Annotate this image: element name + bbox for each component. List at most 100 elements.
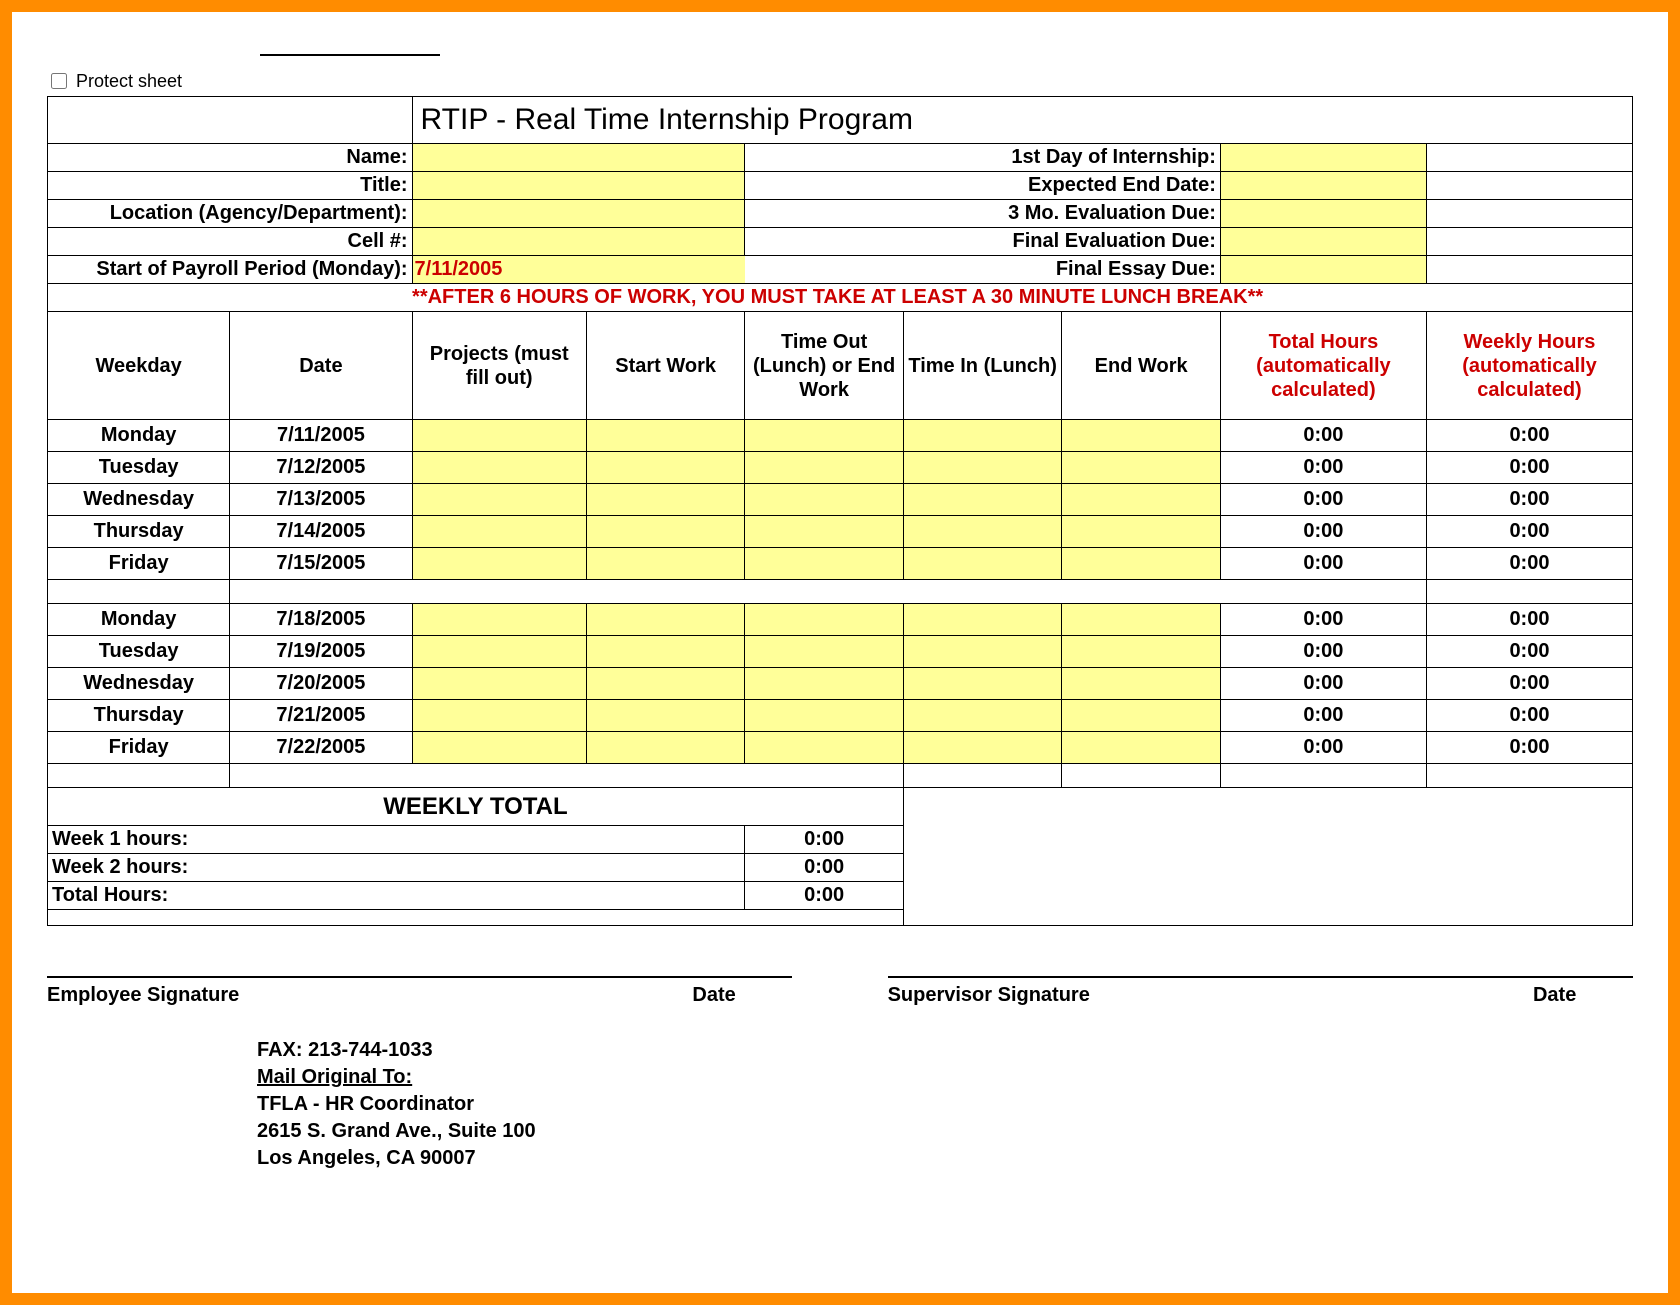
warning-text: **AFTER 6 HOURS OF WORK, YOU MUST TAKE A…: [412, 286, 1263, 308]
input-title[interactable]: [412, 172, 745, 200]
cell-end[interactable]: [1062, 700, 1221, 732]
cell-timein[interactable]: [903, 420, 1062, 452]
cell-start[interactable]: [586, 516, 745, 548]
table-row: Thursday7/14/20050:000:00: [48, 516, 1633, 548]
label-first-day: 1st Day of Internship:: [745, 144, 1221, 172]
col-weekly: Weekly Hours (automatically calculated): [1426, 312, 1632, 420]
cell-projects[interactable]: [412, 452, 586, 484]
total-hours-row: Total Hours: 0:00: [48, 882, 1633, 910]
cell-end[interactable]: [1062, 484, 1221, 516]
timesheet-table: RTIP - Real Time Internship Program Name…: [47, 96, 1633, 926]
info-row-location: Location (Agency/Department): 3 Mo. Eval…: [48, 200, 1633, 228]
cell-timeout[interactable]: [745, 516, 904, 548]
table-row: Monday7/11/20050:000:00: [48, 420, 1633, 452]
cell-end[interactable]: [1062, 516, 1221, 548]
cell-timein[interactable]: [903, 604, 1062, 636]
info-row-name: Name: 1st Day of Internship:: [48, 144, 1633, 172]
cell-weekly: 0:00: [1426, 452, 1632, 484]
cell-projects[interactable]: [412, 732, 586, 764]
protect-sheet-checkbox[interactable]: [51, 73, 67, 89]
cell-projects[interactable]: [412, 604, 586, 636]
cell-timein[interactable]: [903, 452, 1062, 484]
cell-timein[interactable]: [903, 516, 1062, 548]
cell-start[interactable]: [586, 700, 745, 732]
cell-total: 0:00: [1220, 484, 1426, 516]
cell-end[interactable]: [1062, 668, 1221, 700]
table-row: Friday7/15/20050:000:00: [48, 548, 1633, 580]
cell-timeout[interactable]: [745, 604, 904, 636]
cell-start[interactable]: [586, 732, 745, 764]
cell-timeout[interactable]: [745, 636, 904, 668]
cell-timeout[interactable]: [745, 668, 904, 700]
supervisor-signature-label: Supervisor Signature: [888, 984, 1533, 1007]
cell-timeout[interactable]: [745, 452, 904, 484]
input-final-essay[interactable]: [1220, 256, 1426, 284]
cell-projects[interactable]: [412, 700, 586, 732]
cell-total: 0:00: [1220, 452, 1426, 484]
input-final-eval[interactable]: [1220, 228, 1426, 256]
cell-timeout[interactable]: [745, 420, 904, 452]
cell-weekday: Monday: [48, 420, 230, 452]
cell-timeout[interactable]: [745, 484, 904, 516]
input-first-day[interactable]: [1220, 144, 1426, 172]
cell-projects[interactable]: [412, 484, 586, 516]
cell-weekday: Tuesday: [48, 452, 230, 484]
cell-total: 0:00: [1220, 548, 1426, 580]
cell-start[interactable]: [586, 420, 745, 452]
cell-weekly: 0:00: [1426, 516, 1632, 548]
cell-start[interactable]: [586, 548, 745, 580]
cell-total: 0:00: [1220, 636, 1426, 668]
input-location[interactable]: [412, 200, 745, 228]
week1-hours-row: Week 1 hours: 0:00: [48, 826, 1633, 854]
col-start: Start Work: [586, 312, 745, 420]
col-projects: Projects (must fill out): [412, 312, 586, 420]
cell-end[interactable]: [1062, 420, 1221, 452]
cell-projects[interactable]: [412, 420, 586, 452]
cell-timein[interactable]: [903, 484, 1062, 516]
input-name[interactable]: [412, 144, 745, 172]
label-name: Name:: [48, 144, 413, 172]
cell-projects[interactable]: [412, 636, 586, 668]
cell-start[interactable]: [586, 604, 745, 636]
cell-end[interactable]: [1062, 732, 1221, 764]
input-cell[interactable]: [412, 228, 745, 256]
cell-weekday: Monday: [48, 604, 230, 636]
cell-timein[interactable]: [903, 636, 1062, 668]
table-row: Thursday7/21/20050:000:00: [48, 700, 1633, 732]
protect-sheet-label: Protect sheet: [76, 71, 182, 92]
cell-timein[interactable]: [903, 700, 1062, 732]
cell-timein[interactable]: [903, 668, 1062, 700]
cell-date: 7/11/2005: [230, 420, 412, 452]
cell-projects[interactable]: [412, 516, 586, 548]
cell-timein[interactable]: [903, 732, 1062, 764]
cell-start[interactable]: [586, 668, 745, 700]
label-location: Location (Agency/Department):: [48, 200, 413, 228]
input-end-date[interactable]: [1220, 172, 1426, 200]
cell-timeout[interactable]: [745, 700, 904, 732]
week2-hours-value: 0:00: [745, 854, 904, 882]
cell-projects[interactable]: [412, 668, 586, 700]
label-cell: Cell #:: [48, 228, 413, 256]
cell-start[interactable]: [586, 636, 745, 668]
col-timein: Time In (Lunch): [903, 312, 1062, 420]
cell-end[interactable]: [1062, 636, 1221, 668]
info-row-cell: Cell #: Final Evaluation Due:: [48, 228, 1633, 256]
table-row: Tuesday7/12/20050:000:00: [48, 452, 1633, 484]
cell-timeout[interactable]: [745, 732, 904, 764]
cell-end[interactable]: [1062, 452, 1221, 484]
cell-projects[interactable]: [412, 548, 586, 580]
cell-start[interactable]: [586, 484, 745, 516]
cell-start[interactable]: [586, 452, 745, 484]
cell-timeout[interactable]: [745, 548, 904, 580]
document-frame: Protect sheet RTIP - Real Time Internshi…: [0, 0, 1680, 1305]
cell-timein[interactable]: [903, 548, 1062, 580]
program-title: RTIP - Real Time Internship Program: [412, 97, 1632, 144]
footer-line2: 2615 S. Grand Ave., Suite 100: [257, 1118, 1633, 1145]
cell-weekly: 0:00: [1426, 668, 1632, 700]
cell-end[interactable]: [1062, 604, 1221, 636]
footer-info: FAX: 213-744-1033 Mail Original To: TFLA…: [257, 1037, 1633, 1172]
input-3mo[interactable]: [1220, 200, 1426, 228]
supervisor-signature-line: [888, 976, 1633, 978]
cell-end[interactable]: [1062, 548, 1221, 580]
cell-weekday: Wednesday: [48, 484, 230, 516]
